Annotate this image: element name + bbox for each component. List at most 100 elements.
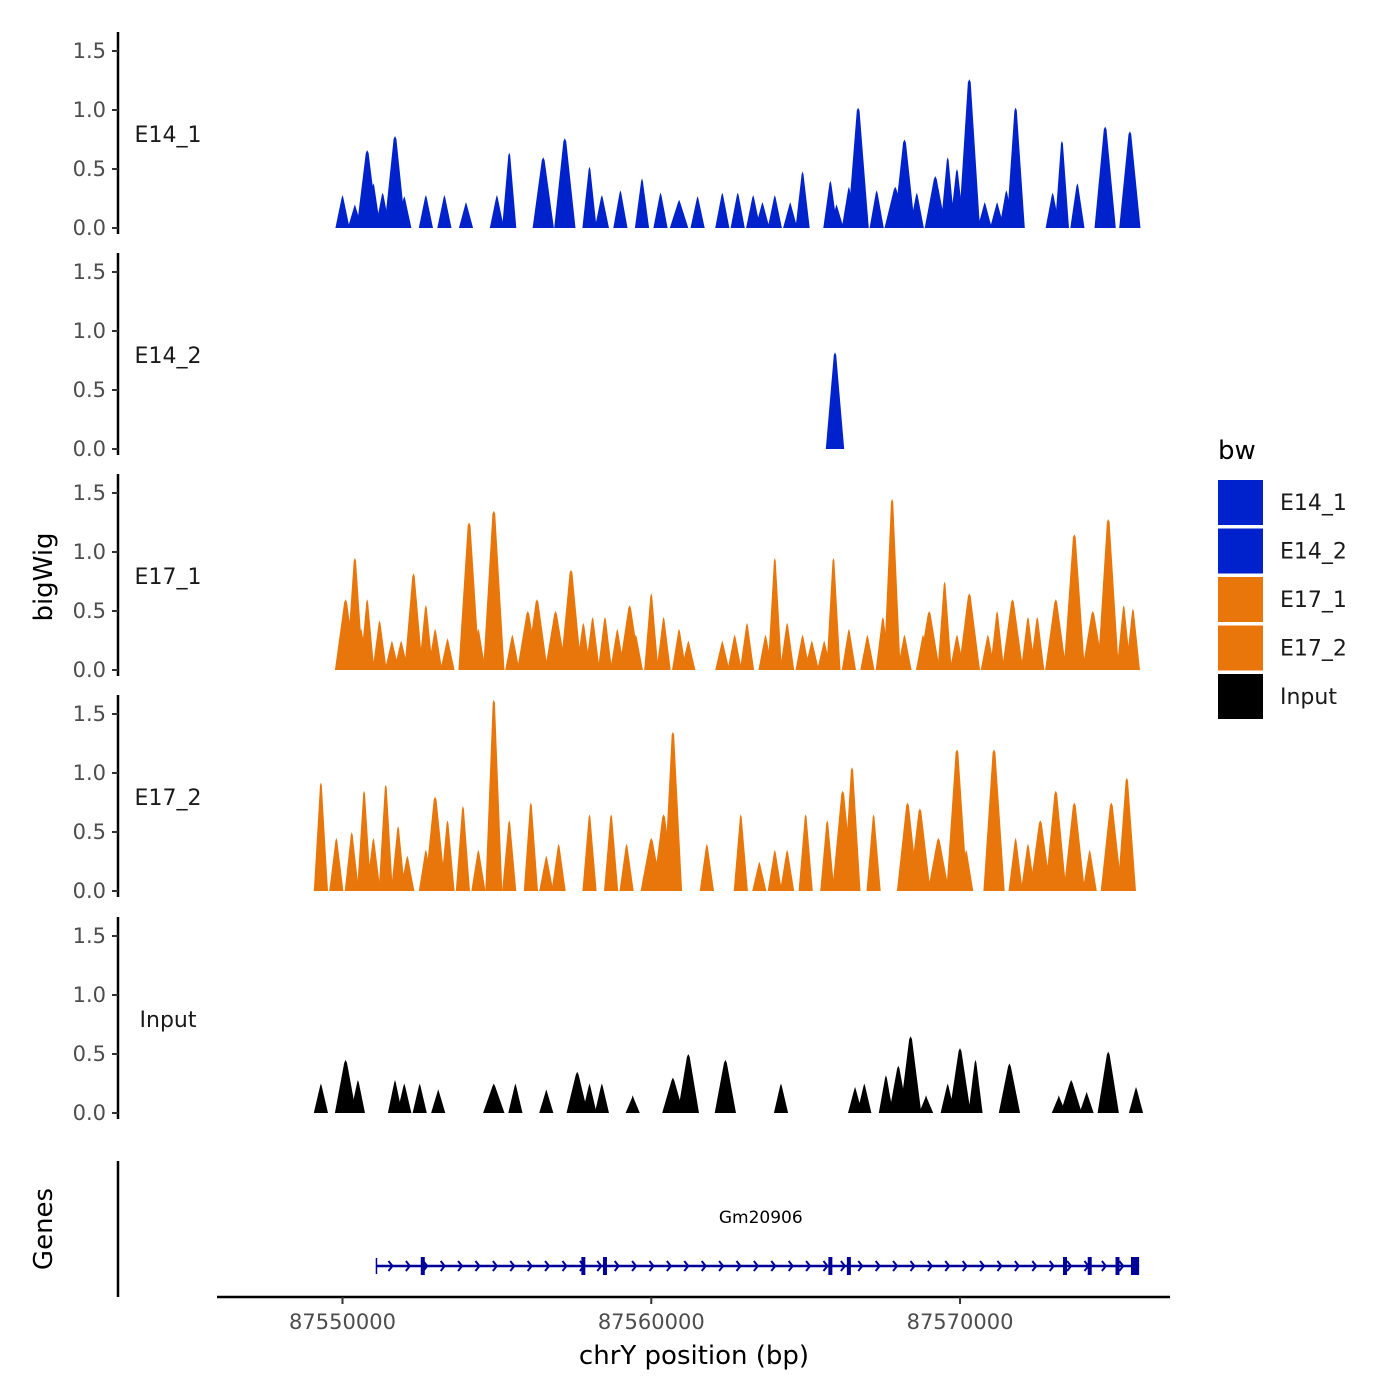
peak-E17_2 — [1029, 820, 1051, 891]
strand-arrow — [387, 1260, 394, 1272]
exon — [828, 1257, 833, 1275]
peak-E14_1 — [653, 192, 668, 228]
peak-E17_1 — [597, 616, 613, 670]
peak-Input — [998, 1063, 1021, 1113]
peak-E17_1 — [672, 628, 687, 670]
peak-E17_1 — [795, 634, 810, 670]
peak-E17_2 — [440, 820, 455, 891]
strand-arrow — [561, 1260, 568, 1272]
peak-E14_1 — [458, 202, 474, 228]
peak-E17_1 — [883, 498, 901, 670]
peak-E14_1 — [977, 202, 992, 228]
strand-arrow — [544, 1260, 551, 1272]
peak-Input — [350, 1080, 365, 1113]
legend-swatch-E17_1 — [1218, 577, 1263, 622]
exon — [1087, 1257, 1092, 1275]
peak-E17_2 — [752, 861, 767, 891]
strand-arrow — [526, 1260, 533, 1272]
strand-arrow — [961, 1260, 968, 1272]
strand-arrow — [1101, 1260, 1108, 1272]
peak-E14_1 — [669, 199, 689, 228]
peak-E14_1 — [940, 157, 955, 228]
y-tick-label: 1.5 — [73, 924, 106, 948]
peak-E14_1 — [335, 195, 350, 228]
track-label: E14_1 — [135, 123, 202, 148]
peak-E14_1 — [730, 192, 745, 228]
peak-Input — [857, 1083, 872, 1113]
peak-E14_1 — [418, 195, 433, 228]
strand-arrow — [996, 1260, 1003, 1272]
y-tick-label: 1.0 — [73, 540, 106, 564]
peak-Input — [387, 1080, 403, 1113]
peak-E17_2 — [843, 767, 861, 891]
peak-E17_1 — [1082, 611, 1104, 670]
y-tick-label: 1.5 — [73, 481, 106, 505]
peak-Input — [968, 1059, 983, 1113]
peak-E14_1 — [1094, 126, 1116, 228]
peak-Input — [582, 1083, 597, 1113]
track-E17_2: 0.0 0.5 1.0 1.5 E17_2 — [73, 695, 1136, 903]
legend-swatch-Input — [1218, 674, 1263, 719]
x-tick-label: 87570000 — [907, 1310, 1014, 1334]
peak-E14_1 — [1054, 140, 1069, 228]
track-label: E14_2 — [135, 344, 202, 369]
peak-E14_1 — [634, 178, 650, 228]
peak-E17_1 — [780, 622, 795, 670]
tracks-layer: 0.0 0.5 1.0 1.5 E14_1 0.0 0.5 1.0 1.5 E14_2 0.0 0.5… — [73, 32, 1144, 1125]
peak-E14_1 — [366, 183, 381, 228]
peak-E17_1 — [628, 634, 643, 670]
peak-E17_2 — [1008, 837, 1023, 891]
peak-E17_2 — [485, 699, 503, 891]
peak-E17_2 — [780, 849, 795, 891]
peak-E17_2 — [400, 855, 415, 891]
peak-E17_2 — [357, 790, 372, 891]
peak-E14_1 — [690, 196, 705, 228]
peak-E17_1 — [440, 638, 455, 670]
legend-swatch-E17_2 — [1218, 625, 1263, 671]
strand-arrow — [805, 1260, 812, 1272]
strand-arrow — [909, 1260, 916, 1272]
peak-Input — [878, 1075, 893, 1113]
y-tick-label: 0.0 — [73, 1101, 106, 1125]
peak-E17_1 — [505, 634, 520, 670]
legend-label-E14_1: E14_1 — [1280, 491, 1347, 516]
exon — [1063, 1257, 1068, 1275]
peak-E14_1 — [958, 79, 980, 228]
peak-E17_1 — [544, 611, 567, 670]
peak-E17_1 — [526, 599, 548, 670]
peak-E17_1 — [372, 620, 387, 670]
peak-E17_1 — [384, 640, 399, 670]
exon — [1115, 1257, 1120, 1275]
peak-E14_1 — [869, 190, 884, 228]
peak-E17_2 — [539, 855, 554, 891]
track-Input: 0.0 0.5 1.0 1.5 Input — [73, 917, 1144, 1125]
strand-arrow — [770, 1260, 777, 1272]
peak-E17_1 — [804, 640, 819, 670]
peak-E17_2 — [1063, 802, 1085, 891]
peak-E14_1 — [554, 138, 576, 228]
y-tick-label: 0.5 — [73, 1042, 106, 1066]
peak-Input — [412, 1083, 427, 1113]
peak-E17_2 — [767, 849, 782, 891]
peak-E17_1 — [826, 557, 841, 670]
peak-E17_1 — [1116, 605, 1131, 670]
peak-Input — [508, 1083, 523, 1113]
peak-E17_2 — [344, 832, 359, 891]
strand-arrow — [700, 1260, 707, 1272]
legend-swatch-E14_1 — [1218, 480, 1263, 525]
peak-E17_1 — [483, 510, 505, 670]
peak-E14_1 — [502, 152, 517, 228]
peak-Input — [714, 1059, 736, 1113]
y-tick-label: 0.5 — [73, 157, 106, 181]
peak-E17_2 — [424, 796, 446, 891]
peak-E17_1 — [739, 622, 755, 670]
peak-Input — [773, 1083, 789, 1113]
peak-Input — [677, 1054, 699, 1113]
gene-name-label: Gm20906 — [719, 1208, 803, 1228]
peak-E17_1 — [958, 593, 980, 670]
strand-arrow — [1066, 1260, 1073, 1272]
track-E14_1: 0.0 0.5 1.0 1.5 E14_1 — [73, 32, 1141, 240]
peak-E17_1 — [394, 640, 409, 670]
strand-arrow — [892, 1260, 899, 1272]
